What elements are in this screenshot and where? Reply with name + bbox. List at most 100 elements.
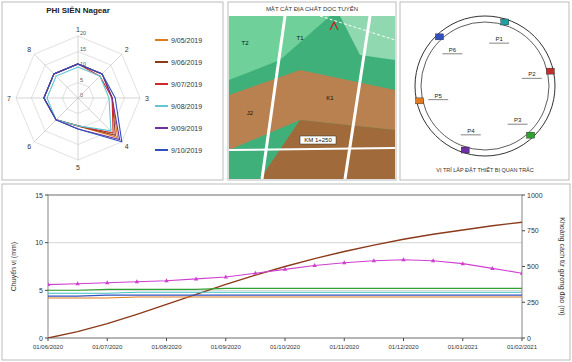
panel [400, 2, 569, 180]
marker [105, 280, 109, 284]
tick-label: 20 [80, 30, 86, 36]
ring-caption: VỊ TRÍ LẮP ĐẶT THIẾT BỊ QUAN TRẮC [436, 166, 534, 173]
tick [522, 230, 525, 231]
category-label: 1 [76, 26, 80, 33]
marker [224, 274, 228, 278]
radar-line [44, 64, 115, 135]
series [48, 222, 522, 338]
sensor-label: P2 [528, 71, 536, 77]
marker [312, 263, 316, 267]
legend-swatch [155, 105, 168, 107]
category-label: 8 [27, 46, 31, 53]
tick-label: 01/01/2021 [448, 344, 479, 350]
ring-outer [415, 16, 555, 156]
tick-label: 1000 [527, 192, 543, 199]
tick [45, 195, 48, 196]
tick [522, 338, 523, 341]
tick-label: 0 [80, 92, 83, 98]
map-label: T2 [241, 40, 249, 46]
marker [490, 266, 494, 270]
legend-label: 9/08/2019 [171, 103, 202, 110]
leader [428, 99, 448, 100]
tick-label: 5 [80, 77, 83, 83]
panel [2, 184, 570, 360]
tick [522, 195, 525, 196]
tick-label: 01/02/2021 [507, 344, 538, 350]
label-box [300, 136, 336, 144]
panel [2, 2, 223, 180]
tick [403, 338, 404, 341]
tunnel-line [229, 148, 395, 150]
tick [166, 338, 167, 341]
legend-swatch [155, 39, 168, 41]
map-label: KM 1+250 [304, 137, 332, 143]
tick-label: 0 [39, 335, 43, 342]
tick [285, 338, 286, 341]
grid-line [48, 242, 522, 243]
sensor-label: P6 [449, 47, 457, 53]
marker [194, 276, 198, 280]
axes: 0510150250500750100001/06/202001/07/2020… [10, 192, 566, 351]
sensor [435, 34, 443, 40]
label-box [239, 39, 251, 47]
tick-label: 01/08/2020 [151, 344, 182, 350]
leader [508, 124, 528, 125]
tick-label: 15 [80, 46, 86, 52]
series-line [48, 297, 522, 298]
tick-label: 01/06/2020 [33, 344, 64, 350]
sensor-label: P1 [496, 36, 504, 42]
tick-label: 01/10/2020 [270, 344, 301, 350]
label-box [244, 109, 256, 117]
grid-ring [16, 36, 140, 160]
radar-line [47, 67, 111, 131]
sensor-label: P4 [467, 128, 475, 134]
legend-swatch [155, 61, 168, 63]
radar-line [44, 64, 120, 140]
map-marker [330, 22, 338, 30]
category-label: 2 [125, 46, 129, 53]
series-line [48, 292, 522, 293]
map-body [229, 16, 395, 179]
map-title: MẶT CẮT ĐỊA CHẤT DỌC TUYẾN [266, 5, 358, 12]
marker [48, 282, 50, 286]
radar-series [44, 64, 122, 142]
tick [462, 338, 463, 341]
map-label: J2 [247, 110, 254, 116]
tick-label: 01/12/2020 [388, 344, 419, 350]
tick [48, 338, 49, 341]
radar-line [44, 64, 118, 138]
series-line [48, 295, 522, 296]
sensor [461, 147, 469, 153]
marker [401, 257, 405, 261]
marker [283, 267, 287, 271]
tick [344, 338, 345, 341]
category-label: 3 [145, 95, 149, 102]
category-label: 6 [27, 143, 31, 150]
sensor [527, 132, 535, 138]
legend-label: 9/05/2019 [171, 37, 202, 44]
contact [320, 16, 395, 40]
radar-grid: 0510152012345678 [7, 26, 149, 171]
title: PHI SIÊN Nagear [46, 6, 110, 15]
sensor [501, 19, 509, 25]
grid-line [48, 290, 522, 291]
category-label: 5 [76, 164, 80, 171]
tick-label: 500 [527, 263, 539, 270]
marker [520, 271, 522, 275]
tick-label: 01/09/2020 [211, 344, 242, 350]
series-line [48, 222, 522, 338]
legend-swatch [155, 83, 168, 85]
sensor [416, 98, 424, 104]
series-line [48, 260, 522, 285]
sensor [546, 68, 554, 74]
leader [461, 134, 481, 135]
tick [522, 266, 525, 267]
radar-line [44, 64, 122, 142]
tick [45, 290, 48, 291]
axis-title: Khoảng cách từ gương đào (m) [558, 217, 566, 315]
tick-label: 5 [39, 287, 43, 294]
legend-label: 9/07/2019 [171, 81, 202, 88]
tick [107, 338, 108, 341]
panel [228, 2, 396, 180]
marker [75, 281, 79, 285]
